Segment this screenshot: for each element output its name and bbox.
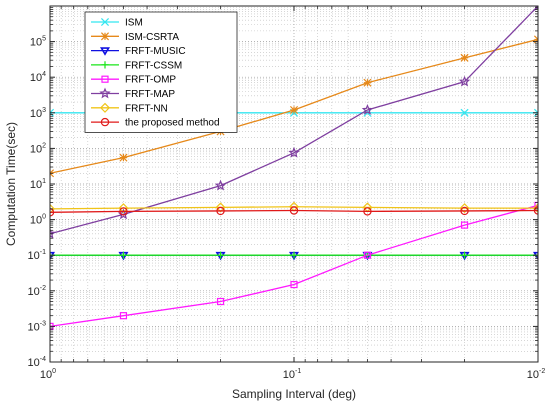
y-tick-label: 100: [30, 214, 46, 227]
x-axis-label: Sampling Interval (deg): [232, 387, 356, 401]
data-point-frft-map: [458, 75, 471, 87]
legend-box: [84, 11, 238, 133]
data-point-frft-nn: [118, 203, 129, 214]
legend-entry-the-proposed-method: the proposed method: [91, 118, 220, 129]
legend-marker-frft-map: [99, 87, 111, 99]
data-point-frft-omp: [460, 221, 469, 229]
y-tick-label: 10-1: [28, 249, 47, 262]
x-tick-label: 10-1: [283, 368, 302, 381]
series-ism-csrta: [50, 35, 538, 178]
data-point-ism-csrta: [289, 105, 299, 115]
y-tick-labels: 105 104 103 102 101 100 10-1 10-2 10-3 10-4: [28, 36, 47, 369]
y-tick-label: 102: [30, 142, 46, 155]
legend-label: FRFT-MUSIC: [125, 46, 186, 57]
data-point-ism-csrta: [460, 53, 469, 62]
legend-marker-frft-omp: [101, 75, 109, 83]
data-point-frft-nn: [215, 202, 226, 213]
y-tick-label: 101: [30, 178, 46, 191]
legend-label: FRFT-CSSM: [125, 60, 182, 71]
data-point-frft-cssm: [460, 251, 469, 259]
data-point-frft-map: [50, 227, 56, 239]
data-point-frft-cssm: [216, 251, 225, 259]
y-tick-label: 103: [30, 107, 46, 120]
legend-marker-ism: [100, 17, 110, 27]
legend-entry-frft-omp: FRFT-OMP: [91, 75, 176, 86]
y-tick-label: 10-4: [28, 356, 47, 369]
legend-marker-frft-nn: [99, 102, 111, 113]
data-point-frft-nn: [50, 203, 56, 214]
data-point-frft-nn: [532, 203, 538, 214]
legend-entry-frft-map: FRFT-MAP: [91, 87, 175, 100]
legend-entry-frft-music: FRFT-MUSIC: [91, 46, 186, 57]
data-point-the-proposed-method: [363, 207, 372, 216]
data-point-ism: [50, 108, 55, 117]
legend-label: ISM-CSRTA: [125, 32, 179, 43]
x-tick-label: 100: [40, 368, 56, 381]
y-tick-label: 105: [30, 36, 46, 49]
y-tick-label: 10-3: [28, 320, 47, 333]
data-point-ism-csrta: [363, 78, 372, 87]
data-point-frft-map: [214, 179, 227, 191]
data-point-frft-cssm: [290, 251, 298, 259]
y-tick-label: 104: [30, 71, 46, 84]
data-point-frft-omp: [363, 251, 372, 259]
data-point-frft-omp: [216, 297, 225, 306]
data-point-ism: [533, 108, 538, 117]
series-line-frft-omp: [50, 204, 538, 328]
legend-label: FRFT-MAP: [125, 89, 175, 100]
y-tick-label: 10-2: [28, 285, 47, 298]
legend: ISM ISM-CSRTA FRFT-MUSIC FRFT-CSSM FRFT-OMP F…: [84, 11, 238, 133]
legend-entry-frft-cssm: FRFT-CSSM: [91, 60, 182, 71]
legend-label: FRFT-NN: [125, 103, 168, 114]
legend-label: the proposed method: [125, 118, 220, 129]
data-point-the-proposed-method: [289, 206, 299, 215]
data-point-the-proposed-method: [216, 206, 225, 216]
data-point-the-proposed-method: [533, 206, 538, 215]
legend-label: FRFT-OMP: [125, 75, 176, 86]
legend-entry-ism-csrta: ISM-CSRTA: [91, 32, 179, 43]
legend-label: ISM: [125, 18, 143, 29]
legend-marker-ism-csrta: [100, 32, 110, 41]
y-axis-label: Computation Time(sec): [4, 122, 18, 246]
data-point-the-proposed-method: [460, 206, 469, 216]
legend-entry-frft-nn: FRFT-NN: [91, 102, 168, 114]
data-point-the-proposed-method: [119, 207, 128, 216]
data-point-frft-omp: [534, 201, 538, 210]
legend-marker-frft-cssm: [101, 61, 109, 69]
legend-marker-frft-music: [100, 47, 110, 56]
x-tick-labels: 100 10-1 10-2: [40, 368, 545, 381]
data-point-frft-omp: [119, 312, 128, 320]
data-point-frft-map: [361, 104, 374, 115]
series-line-the-proposed-method: [50, 209, 538, 213]
data-point-ism-csrta: [119, 153, 128, 162]
x-tick-label: 10-2: [527, 368, 546, 381]
data-point-frft-omp: [290, 280, 298, 289]
data-point-ism: [460, 108, 469, 117]
data-point-frft-cssm: [119, 251, 128, 259]
legend-marker-the-proposed-method: [100, 117, 110, 127]
data-point-frft-nn: [459, 203, 470, 214]
data-point-frft-map: [288, 146, 300, 158]
tick-marks: [49, 5, 539, 363]
legend-entry-ism: ISM: [91, 18, 143, 29]
